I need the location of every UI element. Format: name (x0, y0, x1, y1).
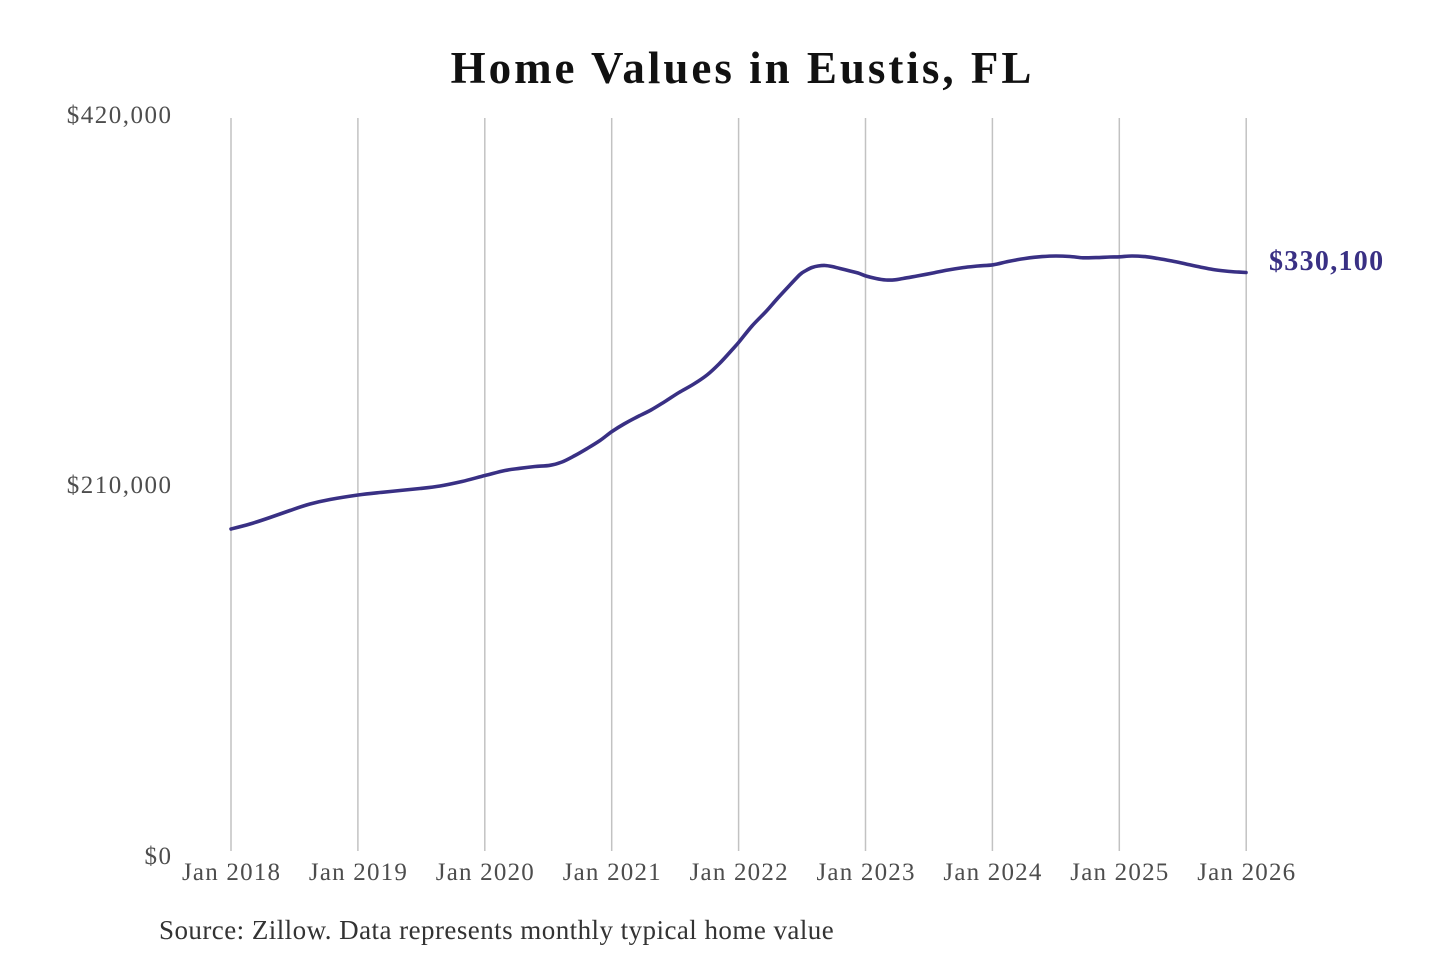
svg-text:$330,100: $330,100 (1269, 246, 1384, 277)
svg-text:Jan 2024: Jan 2024 (943, 859, 1042, 886)
svg-text:$420,000: $420,000 (67, 102, 173, 129)
svg-text:Jan 2018: Jan 2018 (182, 859, 281, 886)
svg-text:Source: Zillow. Data represent: Source: Zillow. Data represents monthly … (159, 915, 834, 945)
svg-text:Home Values in Eustis, FL: Home Values in Eustis, FL (451, 43, 1035, 93)
svg-text:Jan 2023: Jan 2023 (817, 859, 916, 886)
svg-text:Jan 2019: Jan 2019 (309, 859, 408, 886)
svg-text:Jan 2021: Jan 2021 (563, 859, 662, 886)
svg-text:Jan 2025: Jan 2025 (1070, 859, 1169, 886)
svg-text:Jan 2022: Jan 2022 (690, 859, 789, 886)
svg-text:$0: $0 (145, 843, 173, 870)
svg-text:Jan 2026: Jan 2026 (1197, 859, 1296, 886)
svg-text:Jan 2020: Jan 2020 (436, 859, 535, 886)
svg-text:$210,000: $210,000 (67, 472, 173, 499)
